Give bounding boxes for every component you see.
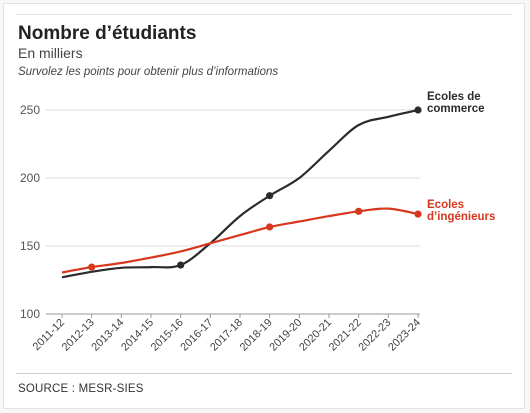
y-tick-label: 200 xyxy=(20,171,40,185)
data-point xyxy=(266,223,274,231)
data-point xyxy=(177,261,185,269)
data-point xyxy=(414,106,422,114)
top-divider xyxy=(16,14,512,15)
series-label-line: d’ingénieurs xyxy=(427,211,495,223)
series-label-line: Ecoles xyxy=(427,199,464,211)
series-label-line: commerce xyxy=(427,103,485,115)
hover-hint: Survolez les points pour obtenir plus d’… xyxy=(18,66,279,78)
data-point xyxy=(355,207,363,215)
chart-title: Nombre d’étudiants xyxy=(18,23,197,44)
y-tick-label: 150 xyxy=(20,239,40,253)
chart-card: Nombre d’étudiants En milliers Survolez … xyxy=(3,3,525,409)
data-point xyxy=(414,210,422,218)
source-divider xyxy=(16,373,512,374)
y-tick-label: 250 xyxy=(20,103,40,117)
source-note: SOURCE : MESR-SIES xyxy=(18,383,144,395)
chart-subtitle: En milliers xyxy=(18,45,83,61)
series-label-line: Ecoles de xyxy=(427,91,481,103)
series-line-ingenieurs xyxy=(61,207,419,274)
series-line-commerce xyxy=(61,108,419,279)
data-point xyxy=(266,192,274,200)
y-tick-label: 100 xyxy=(20,307,40,321)
x-tick-label: 2023-24 xyxy=(386,317,423,354)
data-point xyxy=(88,263,96,271)
